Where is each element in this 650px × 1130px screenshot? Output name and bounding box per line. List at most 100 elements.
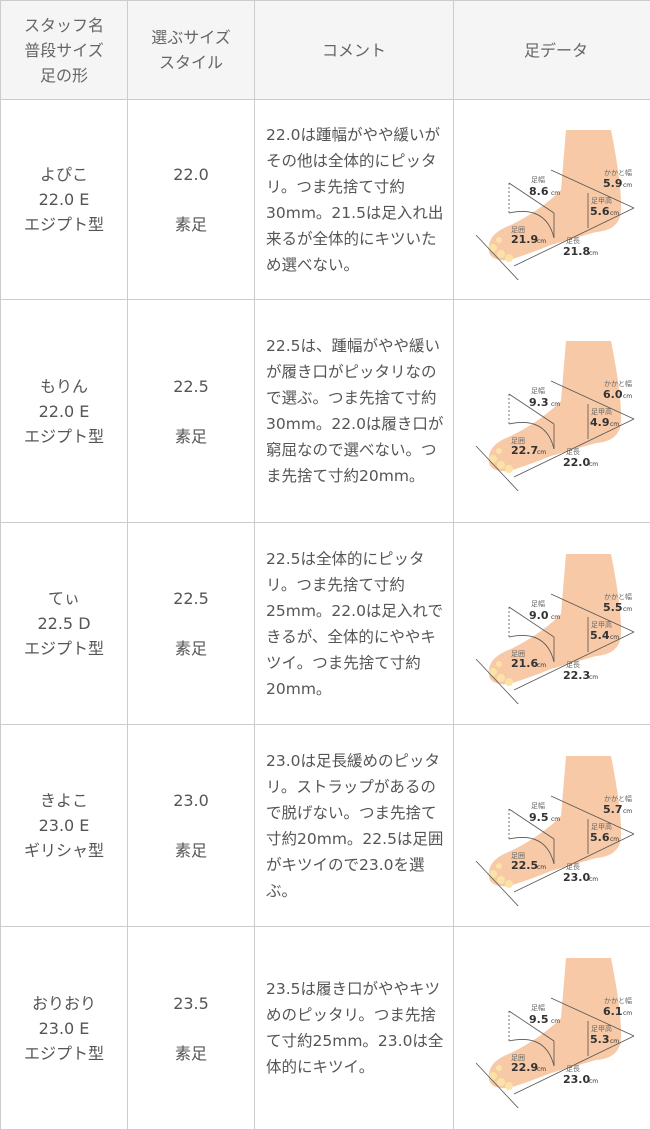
foot-data-cell: 足幅 9.0 cm かかと幅 5.5 cm 足甲高 5.4 cm 足囲 21.6… [454,523,650,725]
chosen-size: 22.5 [173,377,209,396]
style: 素足 [175,639,207,658]
unit: cm [610,836,619,843]
instep-value: 5.6 [590,205,610,218]
style: 素足 [175,1044,207,1063]
unit: cm [537,662,546,669]
length-label: 足長 [566,448,580,456]
comment-cell: 22.5は、踵幅がやや緩いが履き口がピッタリなので選ぶ。つま先捨て寸約30mm。… [255,300,454,523]
heel-value: 6.1 [603,1005,623,1018]
instep-value: 5.4 [590,629,610,642]
staff-cell: おりおり 23.0 E エジプト型 [1,927,128,1130]
heel-label: かかと幅 [604,379,632,388]
staff-name: おりおり [32,994,96,1013]
width-value: 9.5 [529,1013,549,1026]
header-comment: コメント [255,1,454,100]
size-cell: 22.0 素足 [128,100,255,300]
foot-shape: エジプト型 [24,1044,104,1063]
instep-label: 足甲高 [591,620,612,629]
unit: cm [610,1038,619,1045]
foot-shape: エジプト型 [24,639,104,658]
unit: cm [537,864,546,871]
unit: cm [623,182,632,189]
unit: cm [623,1010,632,1017]
length-label: 足長 [566,1065,580,1073]
length-value: 22.0 [563,456,590,469]
heel-label: かかと幅 [604,592,632,601]
size-cell: 23.0 素足 [128,725,255,927]
header-text: 足の形 [40,66,88,85]
instep-label: 足甲高 [591,1024,612,1033]
header-text: 選ぶサイズ [151,28,231,47]
length-label: 足長 [566,237,580,245]
staff-name: もりん [40,377,88,396]
length-value: 21.8 [563,245,590,258]
unit: cm [551,190,560,197]
instep-label: 足甲高 [591,822,612,831]
width-label: 足幅 [531,1003,545,1012]
unit: cm [589,250,598,257]
foot-diagram: 足幅 9.5 cm かかと幅 5.7 cm 足甲高 5.6 cm 足囲 22.5… [471,746,641,906]
heel-value: 5.5 [603,601,623,614]
instep-label: 足甲高 [591,196,612,205]
chosen-size: 23.0 [173,791,209,810]
width-value: 9.5 [529,811,549,824]
instep-value: 4.9 [590,416,610,429]
foot-diagram: 足幅 9.3 cm かかと幅 6.0 cm 足甲高 4.9 cm 足囲 22.7… [471,331,641,491]
foot-data-cell: 足幅 8.6 cm かかと幅 5.9 cm 足甲高 5.6 cm 足囲 21.9… [454,100,650,300]
usual-size: 23.0 E [39,1019,90,1038]
length-value: 22.3 [563,669,590,682]
length-label: 足長 [566,863,580,871]
girth-value: 21.9 [511,233,538,246]
unit: cm [589,876,598,883]
comment-cell: 23.5は履き口がややキツめのピッタリ。つま先捨て寸約25mm。23.0は全体的… [255,927,454,1130]
foot-shape: ギリシャ型 [24,841,104,860]
width-value: 9.0 [529,609,549,622]
unit: cm [623,393,632,400]
usual-size: 22.0 E [39,190,90,209]
comment-cell: 22.5は全体的にピッタリ。つま先捨て寸約25mm。22.0は足入れできるが、全… [255,523,454,725]
style: 素足 [175,841,207,860]
size-cell: 22.5 素足 [128,523,255,725]
unit: cm [589,461,598,468]
header-staff: スタッフ名普段サイズ足の形 [1,1,128,100]
unit: cm [610,210,619,217]
header-text: 普段サイズ [24,41,104,60]
width-label: 足幅 [531,175,545,184]
header-text: スタイル [159,53,223,72]
heel-label: かかと幅 [604,168,632,177]
unit: cm [537,449,546,456]
instep-label: 足甲高 [591,407,612,416]
comment-cell: 22.0は踵幅がやや緩いがその他は全体的にピッタリ。つま先捨て寸約30mm。21… [255,100,454,300]
style: 素足 [175,215,207,234]
unit: cm [589,674,598,681]
width-value: 8.6 [529,185,549,198]
heel-label: かかと幅 [604,794,632,803]
width-label: 足幅 [531,386,545,395]
header-foot-data: 足データ [454,1,650,100]
unit: cm [537,1066,546,1073]
chosen-size: 22.5 [173,589,209,608]
foot-data-cell: 足幅 9.5 cm かかと幅 6.1 cm 足甲高 5.3 cm 足囲 22.9… [454,927,650,1130]
chosen-size: 22.0 [173,165,209,184]
girth-value: 21.6 [511,657,538,670]
header-text: スタッフ名 [24,16,104,35]
unit: cm [623,808,632,815]
header-size: 選ぶサイズスタイル [128,1,255,100]
foot-data-cell: 足幅 9.5 cm かかと幅 5.7 cm 足甲高 5.6 cm 足囲 22.5… [454,725,650,927]
staff-name: きよこ [40,791,88,810]
foot-shape: エジプト型 [24,215,104,234]
unit: cm [551,1018,560,1025]
staff-name: てぃ [48,589,80,608]
length-value: 23.0 [563,871,590,884]
foot-diagram: 足幅 9.0 cm かかと幅 5.5 cm 足甲高 5.4 cm 足囲 21.6… [471,544,641,704]
girth-value: 22.7 [511,444,538,457]
header-row: スタッフ名普段サイズ足の形 選ぶサイズスタイル コメント 足データ [1,1,650,100]
